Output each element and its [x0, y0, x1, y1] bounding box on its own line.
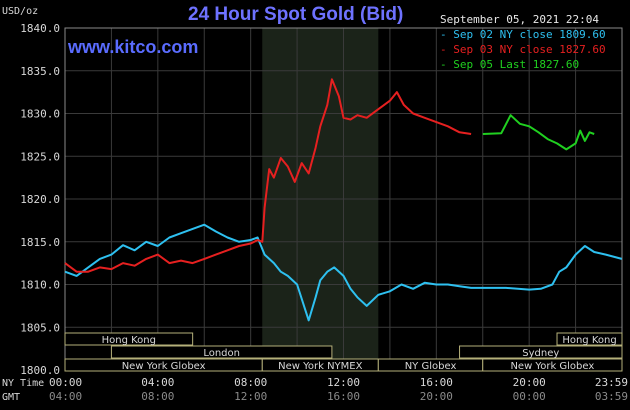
- legend-label: Sep 05 Last 1827.60: [453, 58, 580, 71]
- x-tick-label-ny: 23:59: [595, 376, 628, 389]
- price-series: [64, 78, 623, 322]
- site-url[interactable]: www.kitco.com: [68, 37, 199, 57]
- y-tick-label: 1835.0: [20, 65, 60, 78]
- y-tick-label: 1800.0: [20, 364, 60, 377]
- session-label: Hong Kong: [102, 335, 156, 346]
- y-tick-label: 1815.0: [20, 236, 60, 249]
- x-tick-label-ny: 00:00: [49, 376, 82, 389]
- y-tick-label: 1840.0: [20, 22, 60, 35]
- y-tick-label: 1830.0: [20, 108, 60, 121]
- x-tick-label-gmt: 16:00: [327, 390, 360, 403]
- chart-grid: [64, 27, 623, 371]
- x-tick-label-ny: 20:00: [513, 376, 546, 389]
- x-tick-label-gmt: 00:00: [513, 390, 546, 403]
- x-tick-label-ny: 04:00: [141, 376, 174, 389]
- legend-entry-sep02: - Sep 02 NY close 1809.60: [440, 27, 606, 42]
- session-bar: [110, 345, 333, 359]
- session-bar: [459, 345, 623, 359]
- session-label: New York Globex: [122, 361, 206, 372]
- y-tick-label: 1825.0: [20, 150, 60, 163]
- session-label: NY Globex: [405, 361, 457, 372]
- session-bar: [556, 332, 623, 346]
- series-line: [482, 114, 595, 151]
- y-axis-ticks: 1840.0 1835.0 1830.0 1825.0 1820.0 1815.0 1810…: [20, 22, 60, 377]
- x-tick-label-ny: 16:00: [420, 376, 453, 389]
- legend-entry-sep03: - Sep 03 NY close 1827.60: [440, 42, 606, 57]
- chart-title: 24 Hour Spot Gold (Bid): [188, 4, 404, 25]
- gmt-axis-label: GMT: [2, 392, 21, 403]
- session-label: Sydney: [522, 348, 559, 359]
- x-tick-label-gmt: 08:00: [141, 390, 174, 403]
- x-tick-label-gmt: 03:59: [595, 390, 628, 403]
- session-bar: [482, 358, 623, 372]
- legend-swatch: -: [440, 43, 447, 56]
- session-label: New York NYMEX: [278, 361, 363, 372]
- y-tick-label: 1820.0: [20, 193, 60, 206]
- series-line: [64, 223, 623, 322]
- x-tick-label-gmt: 04:00: [49, 390, 82, 403]
- legend-label: Sep 02 NY close 1809.60: [453, 28, 606, 41]
- x-tick-label-ny: 12:00: [327, 376, 360, 389]
- legend: September 05, 2021 22:04 - Sep 02 NY clo…: [440, 12, 606, 72]
- legend-date: September 05, 2021 22:04: [440, 13, 599, 26]
- ny-time-axis-label: NY Time: [2, 378, 45, 389]
- session-label: Hong Kong: [562, 335, 616, 346]
- x-tick-label-ny: 08:00: [234, 376, 267, 389]
- series-line: [64, 78, 472, 273]
- legend-entry-sep05: - Sep 05 Last 1827.60: [440, 57, 606, 72]
- session-label: New York Globex: [510, 361, 594, 372]
- session-bar: [64, 332, 194, 346]
- x-tick-label-gmt: 12:00: [234, 390, 267, 403]
- y-axis-unit: USD/oz: [2, 6, 39, 17]
- legend-label: Sep 03 NY close 1827.60: [453, 43, 606, 56]
- legend-swatch: -: [440, 58, 447, 71]
- y-tick-label: 1810.0: [20, 279, 60, 292]
- x-axis-ticks: 00:0004:0004:0008:0008:0012:0012:0016:00…: [49, 376, 628, 403]
- legend-swatch: -: [440, 28, 447, 41]
- x-tick-label-gmt: 20:00: [420, 390, 453, 403]
- session-label: London: [203, 348, 240, 359]
- y-tick-label: 1805.0: [20, 321, 60, 334]
- session-bars: Hong Kong Hong Kong London Sydney New York G…: [64, 332, 623, 372]
